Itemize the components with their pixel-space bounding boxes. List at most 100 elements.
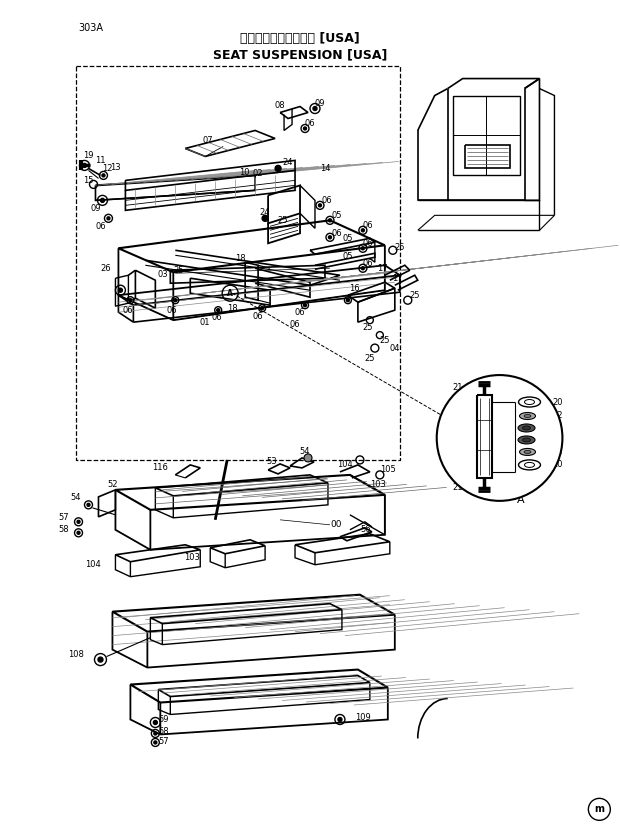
Text: 06: 06 bbox=[167, 306, 177, 315]
Text: 06: 06 bbox=[95, 222, 106, 231]
Text: 116: 116 bbox=[153, 463, 168, 472]
Text: 105: 105 bbox=[380, 466, 396, 475]
Text: 18: 18 bbox=[227, 304, 237, 313]
Text: 24: 24 bbox=[260, 208, 270, 217]
Text: 18: 18 bbox=[235, 254, 246, 263]
Text: 06: 06 bbox=[363, 259, 373, 268]
Text: 22: 22 bbox=[552, 412, 563, 420]
Text: 57: 57 bbox=[58, 514, 69, 523]
Circle shape bbox=[361, 267, 365, 270]
Text: 05: 05 bbox=[343, 234, 353, 243]
Text: 54: 54 bbox=[70, 494, 81, 502]
Text: 15: 15 bbox=[83, 176, 94, 185]
Text: 17: 17 bbox=[392, 274, 403, 283]
Text: 108: 108 bbox=[68, 650, 84, 659]
Text: 20: 20 bbox=[552, 398, 563, 407]
Text: 23: 23 bbox=[552, 423, 563, 433]
Circle shape bbox=[262, 215, 268, 222]
Text: 10: 10 bbox=[239, 168, 249, 177]
Circle shape bbox=[338, 718, 342, 721]
Ellipse shape bbox=[523, 426, 531, 430]
Text: 06: 06 bbox=[304, 119, 316, 128]
Text: 05: 05 bbox=[343, 251, 353, 261]
Text: 58: 58 bbox=[158, 727, 169, 736]
Text: 26: 26 bbox=[100, 264, 111, 273]
Circle shape bbox=[100, 198, 104, 203]
Circle shape bbox=[154, 741, 157, 744]
Text: 09: 09 bbox=[315, 99, 326, 108]
Text: 25: 25 bbox=[410, 291, 420, 299]
Text: 103: 103 bbox=[370, 480, 386, 490]
Circle shape bbox=[304, 127, 306, 130]
Text: 08: 08 bbox=[275, 101, 285, 110]
Circle shape bbox=[275, 165, 281, 171]
Text: A: A bbox=[228, 289, 233, 298]
Text: 05: 05 bbox=[332, 211, 342, 220]
Text: 23: 23 bbox=[552, 436, 563, 444]
Text: 58: 58 bbox=[58, 525, 69, 534]
Circle shape bbox=[77, 531, 80, 534]
Text: 52: 52 bbox=[107, 480, 118, 490]
Ellipse shape bbox=[524, 451, 531, 453]
Circle shape bbox=[361, 229, 365, 232]
Text: SEAT SUSPENSION [USA]: SEAT SUSPENSION [USA] bbox=[213, 48, 388, 61]
Text: 06: 06 bbox=[122, 306, 133, 315]
Circle shape bbox=[87, 504, 90, 506]
Text: m: m bbox=[595, 805, 604, 815]
Text: 02: 02 bbox=[253, 169, 264, 178]
Text: 56: 56 bbox=[360, 525, 371, 534]
Text: 25: 25 bbox=[278, 216, 288, 225]
Circle shape bbox=[153, 720, 157, 724]
Circle shape bbox=[260, 307, 264, 309]
Circle shape bbox=[304, 304, 306, 307]
Ellipse shape bbox=[520, 413, 536, 419]
Text: 109: 109 bbox=[355, 713, 371, 722]
Text: 04: 04 bbox=[389, 343, 400, 352]
Text: 17: 17 bbox=[378, 264, 388, 273]
Circle shape bbox=[319, 203, 322, 207]
Text: 14: 14 bbox=[320, 164, 330, 173]
Text: 06: 06 bbox=[253, 312, 264, 321]
Text: 16: 16 bbox=[350, 284, 360, 293]
Text: 24: 24 bbox=[283, 158, 293, 167]
Text: 06: 06 bbox=[322, 196, 332, 205]
Text: 25: 25 bbox=[173, 265, 184, 275]
Circle shape bbox=[217, 308, 219, 312]
Text: 06: 06 bbox=[294, 308, 305, 317]
Text: 57: 57 bbox=[158, 737, 169, 746]
Text: 06: 06 bbox=[363, 239, 373, 248]
Text: 03: 03 bbox=[157, 270, 167, 279]
Ellipse shape bbox=[518, 424, 535, 432]
Text: 19: 19 bbox=[83, 151, 94, 160]
Text: 25: 25 bbox=[363, 323, 373, 332]
Circle shape bbox=[174, 299, 177, 302]
Text: 13: 13 bbox=[110, 163, 121, 172]
Text: 25: 25 bbox=[365, 354, 375, 362]
Circle shape bbox=[118, 289, 122, 292]
Text: 12: 12 bbox=[102, 164, 113, 173]
Ellipse shape bbox=[518, 436, 535, 444]
Text: 21: 21 bbox=[452, 383, 463, 391]
Ellipse shape bbox=[523, 438, 531, 442]
Text: 25: 25 bbox=[394, 243, 405, 251]
Circle shape bbox=[129, 299, 132, 302]
Text: 104: 104 bbox=[85, 560, 100, 569]
Circle shape bbox=[347, 299, 350, 302]
Text: 06: 06 bbox=[332, 229, 342, 238]
Circle shape bbox=[436, 375, 562, 501]
Circle shape bbox=[82, 164, 87, 167]
Text: 06: 06 bbox=[290, 320, 300, 328]
Circle shape bbox=[77, 520, 80, 523]
Text: 21: 21 bbox=[452, 483, 463, 492]
Text: 54: 54 bbox=[299, 447, 310, 457]
Text: 07: 07 bbox=[203, 136, 213, 145]
Circle shape bbox=[102, 174, 105, 177]
Text: 303A: 303A bbox=[79, 22, 104, 32]
Circle shape bbox=[304, 454, 312, 462]
Circle shape bbox=[98, 657, 103, 662]
Circle shape bbox=[107, 217, 110, 220]
Text: A: A bbox=[516, 495, 524, 504]
Circle shape bbox=[361, 246, 365, 250]
Text: 59: 59 bbox=[158, 715, 169, 724]
Text: 11: 11 bbox=[95, 156, 106, 165]
